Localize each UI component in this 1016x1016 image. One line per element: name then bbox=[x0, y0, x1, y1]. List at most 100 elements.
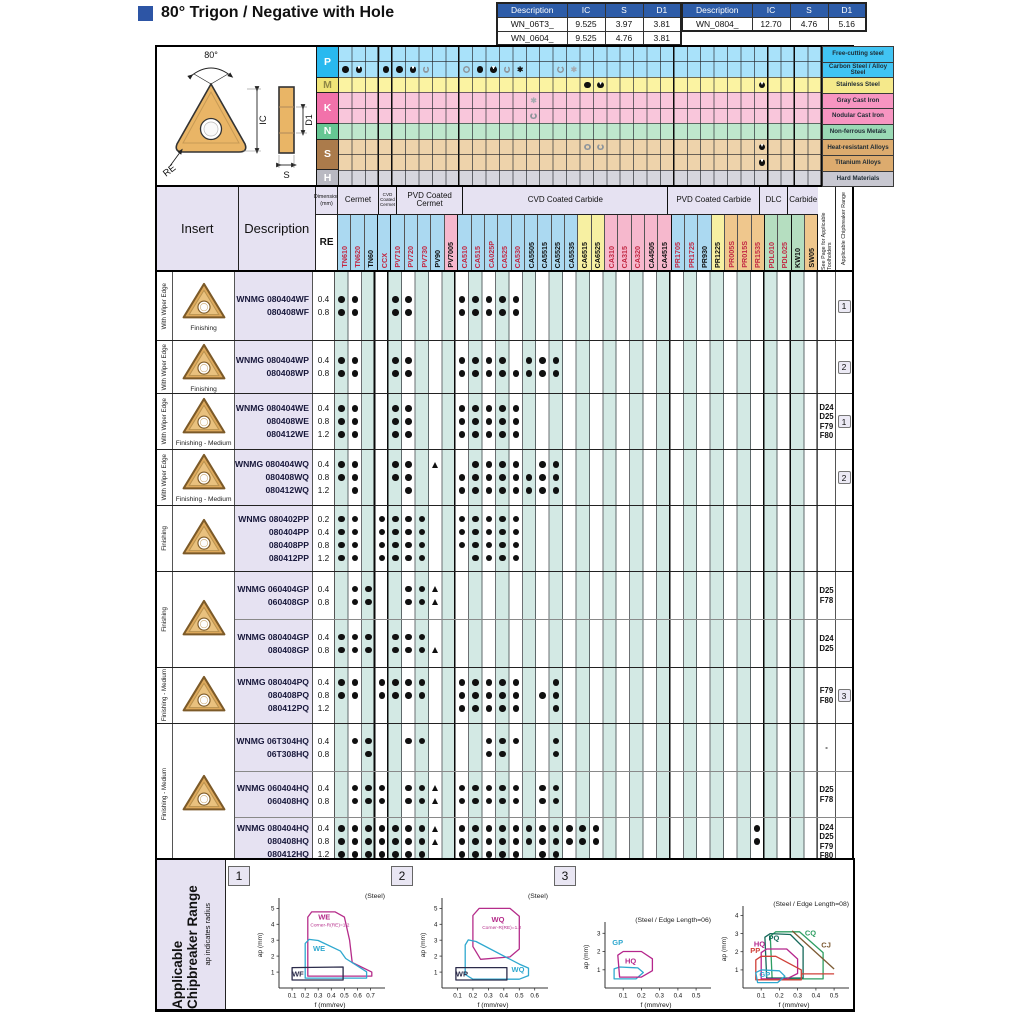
grade-cell-CA4505 bbox=[643, 782, 656, 795]
grade-cell-CA310 bbox=[603, 539, 616, 552]
grade-cell-PR1725 bbox=[683, 402, 696, 415]
grade-cell-CCX bbox=[375, 583, 388, 596]
grade-cell-CA530 bbox=[509, 484, 522, 497]
grade-cell-PV90 bbox=[429, 471, 442, 484]
grade-cell-CA515 bbox=[473, 171, 486, 185]
grade-cell-PV710 bbox=[389, 415, 402, 428]
grade-header-PV720: PV720 bbox=[404, 214, 419, 270]
grade-cell-CA4505 bbox=[643, 822, 656, 835]
dot-notched bbox=[490, 66, 497, 73]
grade-cell-PR005S bbox=[723, 596, 736, 609]
text: 0.1 bbox=[453, 993, 462, 1000]
edge-type-label: With Wiper Edge bbox=[157, 272, 174, 340]
grade-cell-PR1225 bbox=[710, 402, 723, 415]
grade-cell-CA4515 bbox=[656, 676, 669, 689]
grade-cell-PDL025 bbox=[777, 735, 790, 748]
grade-cell-CA5515 bbox=[536, 471, 549, 484]
toolholder-page-ref: D25 bbox=[819, 643, 834, 653]
grade-cell-PR930 bbox=[697, 526, 710, 539]
grade-mark-row bbox=[335, 526, 817, 539]
grade-cell-CA5535 bbox=[563, 458, 576, 471]
grade-cell-CA320 bbox=[630, 596, 643, 609]
grade-cell-TN610 bbox=[335, 822, 348, 835]
insert-code: 080412WQ bbox=[265, 485, 309, 495]
toolholder-page-ref: F78 bbox=[819, 794, 834, 804]
dot-filled bbox=[485, 515, 493, 523]
grade-cell-CA310 bbox=[603, 702, 616, 715]
grade-cell-SW05 bbox=[804, 835, 817, 848]
grade-cell-PDL010 bbox=[764, 583, 777, 596]
grade-cell-CCX bbox=[375, 526, 388, 539]
grade-cell-CA5535 bbox=[563, 471, 576, 484]
grade-cell-PV730 bbox=[420, 171, 433, 185]
grade-cell-PR1705 bbox=[675, 109, 688, 123]
grade-cell-KW10 bbox=[795, 124, 808, 138]
path bbox=[472, 907, 520, 960]
material-label: Gray Cast Iron bbox=[822, 92, 894, 110]
grade-cell-CA510 bbox=[460, 109, 473, 123]
circle bbox=[199, 539, 208, 548]
grade-cell-CA5515 bbox=[536, 848, 549, 861]
grade-cell-PV7005 bbox=[446, 155, 459, 169]
chip-range-header: Applicable Chipbreaker Range bbox=[836, 187, 853, 270]
grade-header-PR1535: PR1535 bbox=[751, 214, 766, 270]
grade-cell-PV710 bbox=[389, 596, 402, 609]
insert-image-cell bbox=[173, 668, 235, 723]
grade-cell-CA515 bbox=[469, 428, 482, 441]
grade-cell-CA525 bbox=[496, 644, 509, 657]
grade-cell-CA5505 bbox=[522, 552, 535, 565]
grade-cell-PR1535 bbox=[750, 689, 763, 702]
grade-cell-PR015S bbox=[737, 748, 750, 761]
text: WE bbox=[313, 944, 325, 953]
grade-cell-PR005S bbox=[723, 835, 736, 848]
grade-cell-PR005S bbox=[728, 171, 741, 185]
section-header: PVD Coated Cermet bbox=[397, 187, 464, 214]
text: RE bbox=[161, 163, 178, 180]
grade-cell-CA5525 bbox=[554, 124, 567, 138]
grade-cell-SW05 bbox=[804, 702, 817, 715]
grade-cell-CA5535 bbox=[563, 354, 576, 367]
grade-cell-PR1725 bbox=[683, 702, 696, 715]
grade-cell-PV90 bbox=[433, 109, 446, 123]
grade-cell-CA5535 bbox=[563, 428, 576, 441]
grade-cell-CA510 bbox=[456, 552, 469, 565]
grade-cell-PDL025 bbox=[777, 402, 790, 415]
grade-cell-CA5535 bbox=[563, 835, 576, 848]
chipbreaker-ref-cell: 1 bbox=[836, 272, 852, 340]
grade-cell-PV710 bbox=[389, 735, 402, 748]
grade-cell-PR1725 bbox=[688, 109, 701, 123]
grade-cell-PR1535 bbox=[750, 644, 763, 657]
insert-image-cell bbox=[173, 506, 235, 571]
grade-cell-SW05 bbox=[809, 109, 822, 123]
dot-filled bbox=[351, 528, 359, 536]
grade-cell-CA4515 bbox=[661, 93, 674, 107]
grade-cell-CA5515 bbox=[536, 293, 549, 306]
insert-code: 080408WP bbox=[266, 368, 309, 378]
grade-cell-PV7005 bbox=[446, 78, 459, 92]
grade-cell-PV90 bbox=[433, 124, 446, 138]
dot-filled bbox=[392, 528, 399, 536]
grade-cell-CCX bbox=[379, 78, 392, 92]
grade-cell-CA525 bbox=[496, 415, 509, 428]
re-value: 0.4 bbox=[317, 404, 330, 413]
grade-cell-CA4505 bbox=[643, 835, 656, 848]
grade-cell-SW05 bbox=[804, 458, 817, 471]
grade-cell-SW05 bbox=[804, 513, 817, 526]
grade-cell-KW10 bbox=[790, 748, 803, 761]
grade-cell-CA515 bbox=[469, 644, 482, 657]
grade-cell-CA320 bbox=[634, 155, 647, 169]
grade-cell-PV90 bbox=[429, 835, 442, 848]
grade-cell-CA6515 bbox=[576, 702, 589, 715]
grade-cell-CA4515 bbox=[656, 471, 669, 484]
grade-cell-PR1725 bbox=[688, 62, 701, 76]
dot-filled bbox=[405, 633, 412, 641]
grade-cell-PV730 bbox=[415, 748, 428, 761]
insert-row-group: Finishing - Medium WNMG 080404PQ 080408PQ… bbox=[157, 667, 852, 723]
grade-cell-CA6515 bbox=[581, 78, 594, 92]
grade-cell-CA310 bbox=[607, 171, 620, 185]
grade-cell-TN620 bbox=[348, 306, 361, 319]
grade-cell-PDL025 bbox=[777, 354, 790, 367]
grade-cell-CA5525 bbox=[554, 171, 567, 185]
grade-cell-PR1535 bbox=[750, 306, 763, 319]
grade-cell-PR930 bbox=[697, 552, 710, 565]
